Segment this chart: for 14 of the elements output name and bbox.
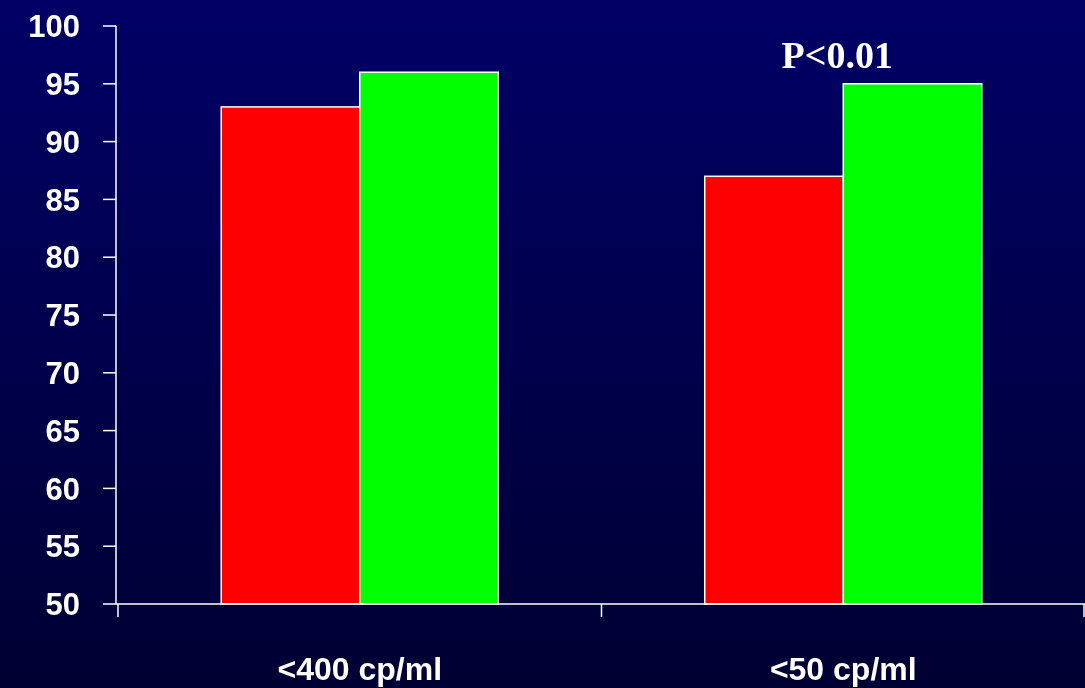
- y-tick-label: 70: [45, 355, 80, 391]
- y-tick-label: 60: [45, 471, 80, 507]
- y-tick-label: 50: [45, 587, 80, 623]
- y-tick-label: 55: [45, 529, 80, 565]
- annotation: P<0.01: [781, 34, 893, 77]
- y-tick-label: 80: [45, 240, 80, 276]
- y-tick-label: 90: [45, 124, 80, 160]
- y-tick-label: 85: [45, 182, 80, 218]
- y-tick-label: 100: [28, 9, 80, 45]
- y-tick-label: 95: [45, 66, 80, 102]
- y-tick-label: 75: [45, 298, 80, 334]
- y-tick-label: 65: [45, 413, 80, 449]
- x-tick-label: <50 cp/ml: [769, 651, 917, 687]
- x-tick-label: <400 cp/ml: [277, 651, 443, 687]
